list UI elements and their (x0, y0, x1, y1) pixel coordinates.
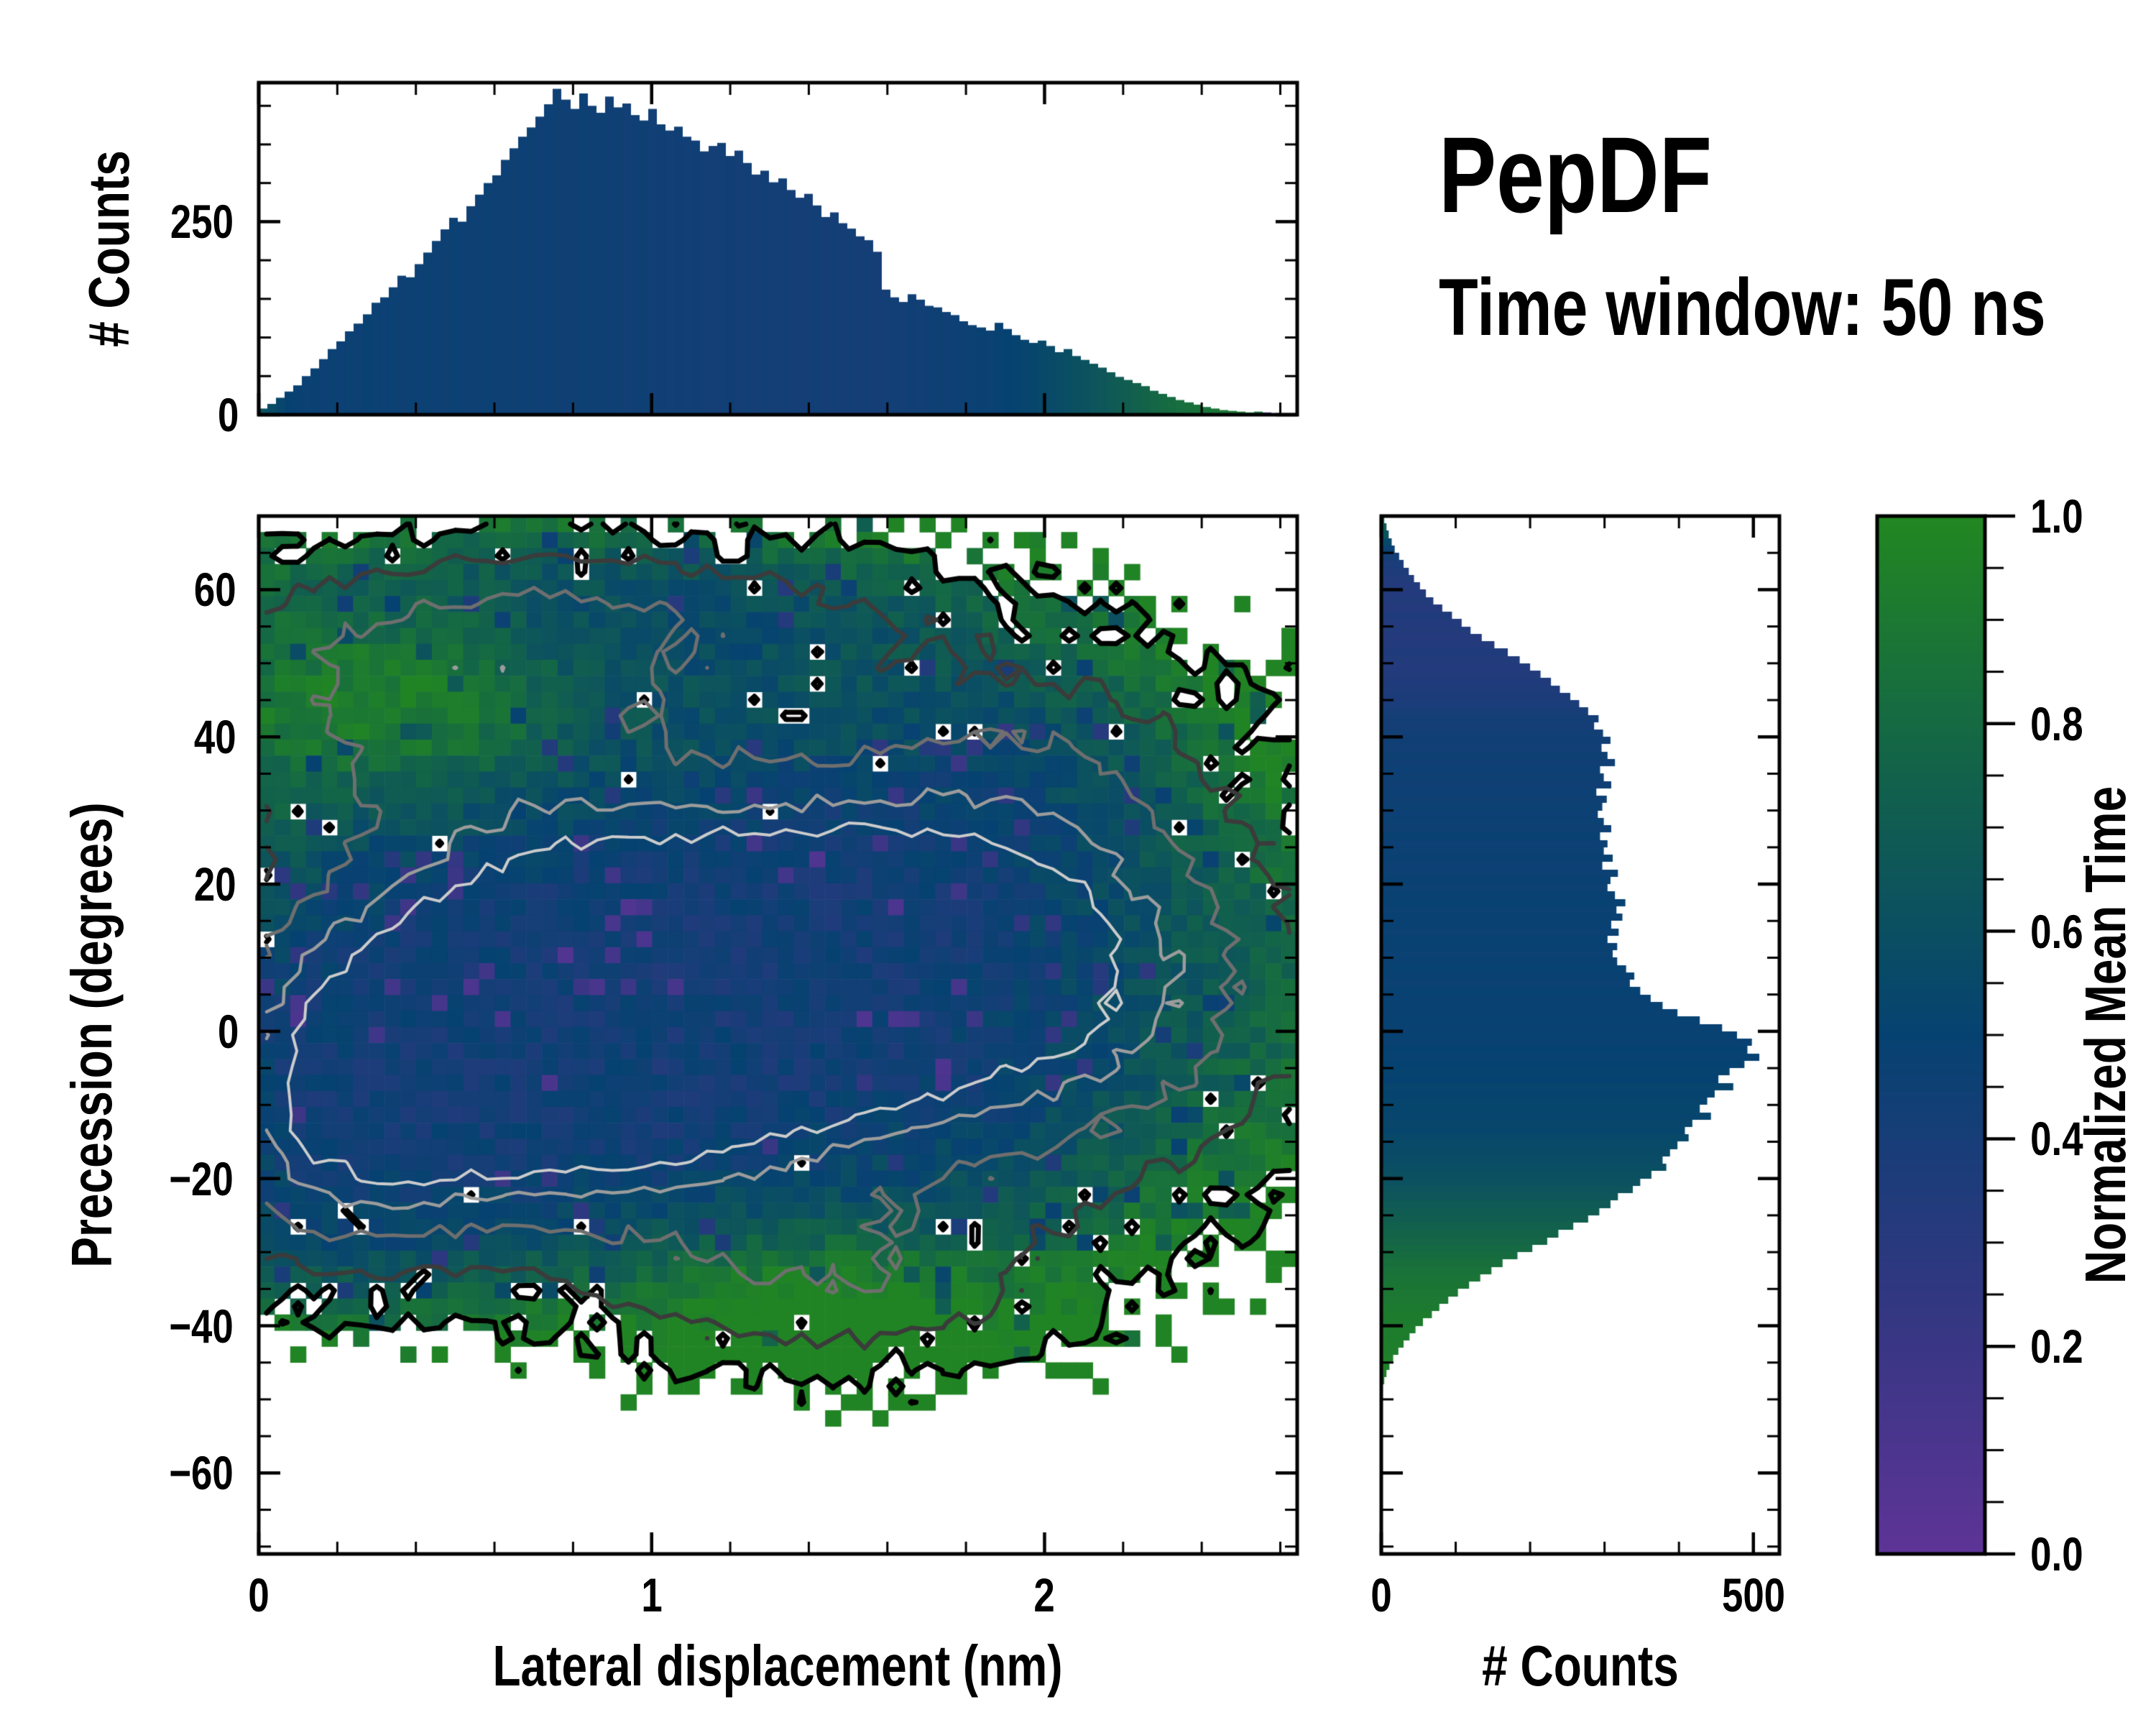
plot-canvas (0, 0, 2156, 1725)
figure: PepDF Time window: 50 ns # Counts Preces… (0, 0, 2156, 1725)
